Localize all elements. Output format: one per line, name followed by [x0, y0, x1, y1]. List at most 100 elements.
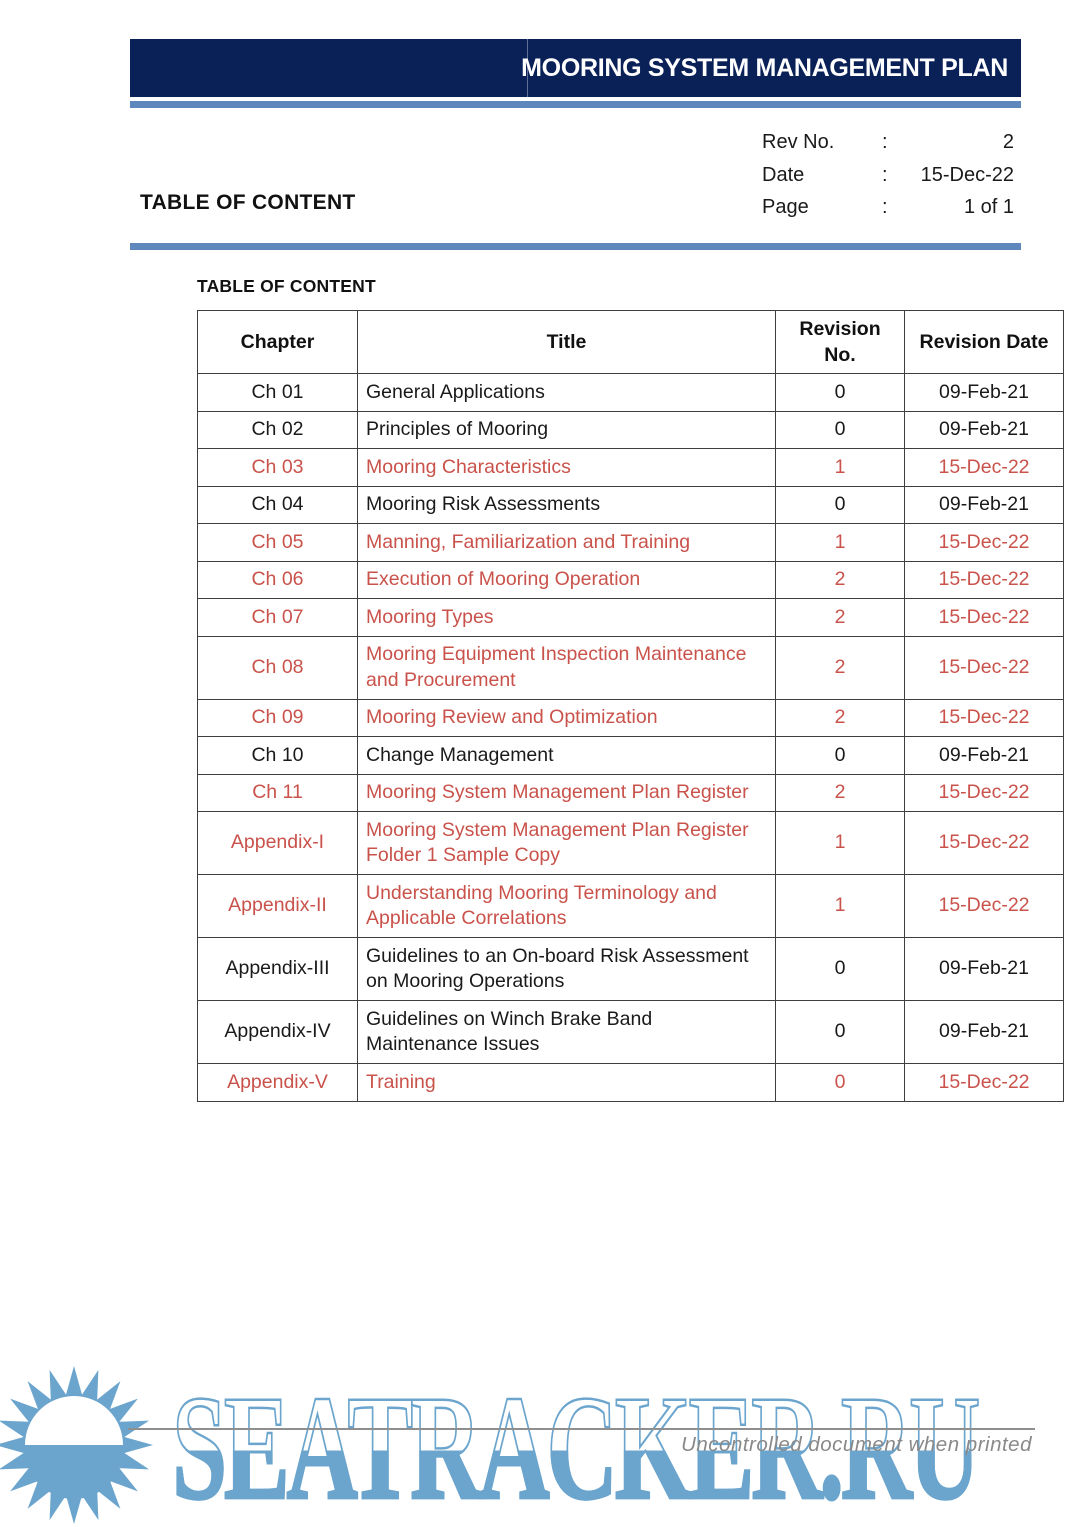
cell-title: Understanding Mooring Terminology and Ap… — [357, 874, 776, 938]
cell-chapter: Appendix-IV — [197, 1000, 358, 1064]
cell-title: Mooring Risk Assessments — [357, 485, 776, 524]
cell-rev-date: 15-Dec-22 — [904, 448, 1064, 487]
cell-chapter: Ch 02 — [197, 410, 358, 449]
cell-rev-date: 15-Dec-22 — [904, 773, 1064, 812]
cell-chapter: Ch 03 — [197, 448, 358, 487]
cell-title: Mooring System Management Plan Register … — [357, 811, 776, 875]
cell-rev-no: 0 — [775, 937, 905, 1001]
toc-table-title: TABLE OF CONTENT — [197, 276, 376, 296]
cell-chapter: Appendix-I — [197, 811, 358, 875]
cell-title: Manning, Familiarization and Training — [357, 523, 776, 562]
column-header-chapter: Chapter — [197, 310, 358, 374]
table-row: Ch 11 Mooring System Management Plan Regi… — [197, 773, 1064, 812]
table-row: Appendix-I Mooring System Management Plan… — [197, 811, 1064, 875]
cell-chapter: Ch 10 — [197, 736, 358, 775]
cell-rev-date: 15-Dec-22 — [904, 698, 1064, 737]
cell-chapter: Ch 08 — [197, 635, 358, 700]
cell-rev-date: 15-Dec-22 — [904, 635, 1064, 700]
date-value: 15-Dec-22 — [920, 163, 1014, 186]
cell-rev-date: 15-Dec-22 — [904, 1063, 1064, 1102]
cell-title: Mooring Review and Optimization — [357, 698, 776, 737]
cell-chapter: Ch 09 — [197, 698, 358, 737]
cell-rev-no: 0 — [775, 410, 905, 449]
sun-logo-icon — [0, 1366, 153, 1524]
column-header-revision-date: Revision Date — [904, 310, 1064, 374]
column-header-revision-no: Revision No. — [775, 310, 905, 374]
date-label: Date — [762, 163, 805, 186]
cell-title: General Applications — [357, 373, 776, 412]
cell-chapter: Appendix-V — [197, 1063, 358, 1102]
table-row: Ch 02 Principles of Mooring 0 09-Feb-21 — [197, 410, 1064, 449]
cell-rev-date: 15-Dec-22 — [904, 874, 1064, 938]
cell-rev-no: 0 — [775, 373, 905, 412]
toc-table-body: Ch 01 General Applications 0 09-Feb-21 Ch 02… — [197, 373, 1064, 1102]
table-row: Ch 08 Mooring Equipment Inspection Mainte… — [197, 635, 1064, 700]
cell-chapter: Appendix-II — [197, 874, 358, 938]
cell-rev-no: 1 — [775, 523, 905, 562]
cell-rev-no: 2 — [775, 560, 905, 599]
date-colon: : — [882, 163, 888, 186]
cell-rev-date: 09-Feb-21 — [904, 1000, 1064, 1064]
cell-title: Mooring Characteristics — [357, 448, 776, 487]
cell-rev-date: 09-Feb-21 — [904, 736, 1064, 775]
cell-chapter: Appendix-III — [197, 937, 358, 1001]
cell-chapter: Ch 01 — [197, 373, 358, 412]
cell-title: Guidelines to an On-board Risk Assessmen… — [357, 937, 776, 1001]
cell-rev-no: 0 — [775, 1063, 905, 1102]
toc-content: TABLE OF CONTENT Chapter Title Revision … — [197, 276, 1064, 1102]
toc-table: Chapter Title Revision No. Revision Date… — [197, 310, 1064, 1102]
rev-no-label: Rev No. — [762, 131, 835, 153]
page-value: 1 of 1 — [963, 196, 1014, 218]
cell-rev-no: 2 — [775, 698, 905, 737]
column-header-title: Title — [357, 310, 776, 374]
cell-title: Guidelines on Winch Brake Band Maintenan… — [357, 1000, 776, 1064]
cell-chapter: Ch 07 — [197, 598, 358, 637]
cell-rev-no: 2 — [775, 598, 905, 637]
cell-chapter: Ch 11 — [197, 773, 358, 812]
cell-rev-no: 2 — [775, 773, 905, 812]
cell-rev-no: 1 — [775, 448, 905, 487]
cell-title: Change Management — [357, 736, 776, 775]
table-row: Appendix-II Understanding Mooring Termino… — [197, 874, 1064, 938]
cell-rev-no: 0 — [775, 485, 905, 524]
document-title: MOORING SYSTEM MANAGEMENT PLAN — [521, 53, 1008, 82]
page-section-title: TABLE OF CONTENT — [140, 191, 356, 214]
page-colon: : — [882, 196, 888, 218]
cell-chapter: Ch 04 — [197, 485, 358, 524]
section-rule — [130, 243, 1021, 250]
table-row: Ch 10 Change Management 0 09-Feb-21 — [197, 736, 1064, 775]
table-row: Appendix-V Training 0 15-Dec-22 — [197, 1063, 1064, 1102]
page-label: Page — [762, 196, 809, 218]
header-rule — [130, 101, 1021, 108]
cell-chapter: Ch 06 — [197, 560, 358, 599]
cell-rev-date: 15-Dec-22 — [904, 560, 1064, 599]
table-row: Ch 06 Execution of Mooring Operation 2 15-D… — [197, 560, 1064, 599]
table-row: Ch 05 Manning, Familiarization and Traini… — [197, 523, 1064, 562]
meta-row-date: Date : 15-Dec-22 — [762, 159, 1014, 192]
cell-title: Mooring System Management Plan Register — [357, 773, 776, 812]
table-row: Appendix-IV Guidelines on Winch Brake Ban… — [197, 1000, 1064, 1064]
cell-rev-date: 15-Dec-22 — [904, 523, 1064, 562]
cell-title: Mooring Equipment Inspection Maintenance… — [357, 635, 776, 700]
cell-title: Mooring Types — [357, 598, 776, 637]
watermark-text: SEATRACKER.RU — [171, 1365, 981, 1527]
cell-rev-date: 09-Feb-21 — [904, 937, 1064, 1001]
footer-rule — [128, 1428, 1035, 1430]
table-row: Appendix-III Guidelines to an On-board Ri… — [197, 937, 1064, 1001]
cell-rev-date: 09-Feb-21 — [904, 373, 1064, 412]
table-row: Ch 03 Mooring Characteristics 1 15-Dec-22 — [197, 448, 1064, 487]
table-row: Ch 07 Mooring Types 2 15-Dec-22 — [197, 598, 1064, 637]
table-row: Ch 04 Mooring Risk Assessments 0 09-Feb-21 — [197, 485, 1064, 524]
rev-no-value: 2 — [1002, 131, 1014, 153]
document-header-bar: MOORING SYSTEM MANAGEMENT PLAN — [130, 39, 1021, 97]
footer-note: Uncontrolled document when printed — [681, 1433, 1032, 1456]
cell-rev-no: 1 — [775, 811, 905, 875]
cell-title: Execution of Mooring Operation — [357, 560, 776, 599]
table-row: Ch 01 General Applications 0 09-Feb-21 — [197, 373, 1064, 412]
rev-no-colon: : — [882, 131, 888, 153]
revision-meta: Rev No. : 2 Date : 15-Dec-22 Page : 1 of… — [762, 126, 1014, 224]
meta-row-page: Page : 1 of 1 — [762, 191, 1014, 224]
cell-rev-date: 15-Dec-22 — [904, 598, 1064, 637]
cell-rev-no: 0 — [775, 1000, 905, 1064]
